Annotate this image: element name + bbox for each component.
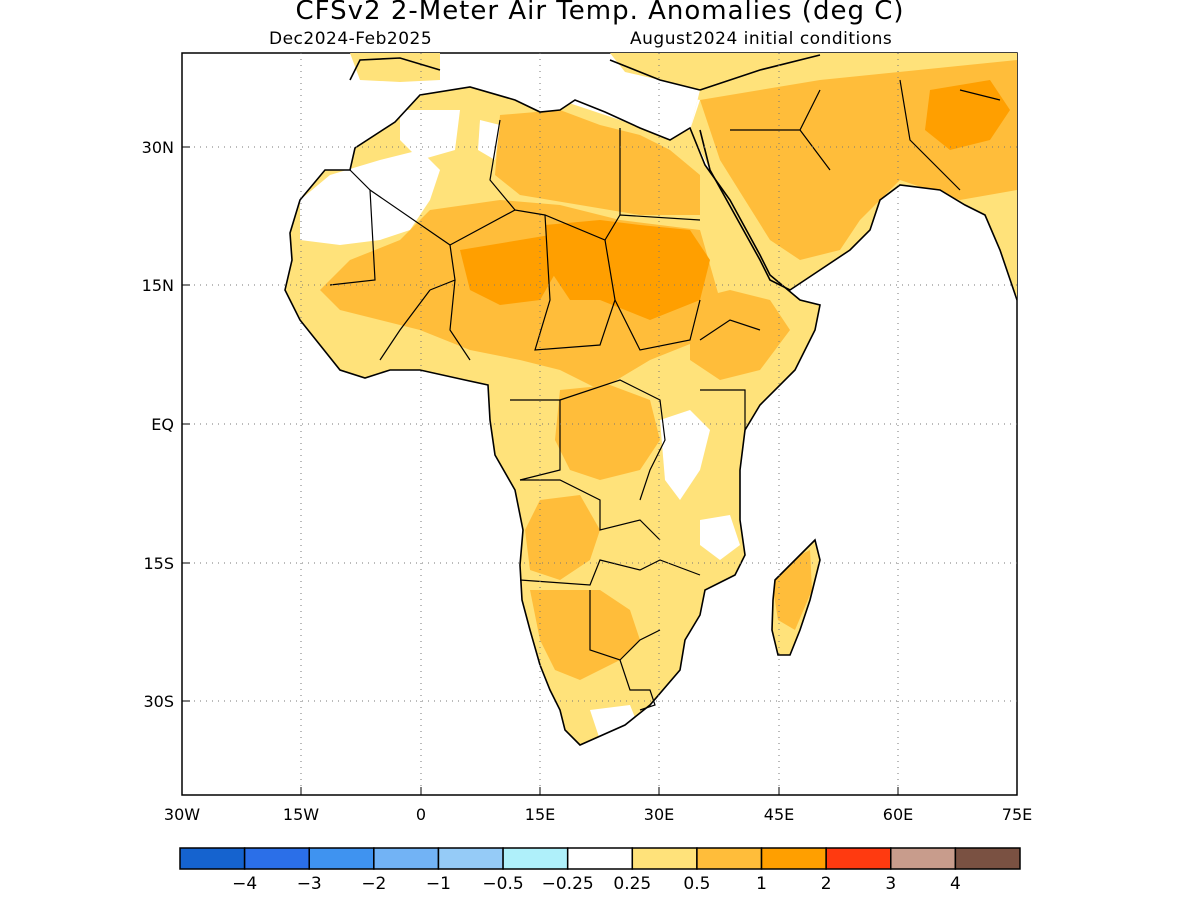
lat-tick-label: 30N: [142, 138, 174, 157]
colorbar-swatch: [179, 847, 246, 870]
lon-axis: 30W 15W 0 15E 30E 45E 60E 75E: [164, 787, 1032, 824]
lon-tick-label: 15W: [283, 805, 319, 824]
country-borders: [329, 79, 1001, 711]
colorbar-label: 3: [885, 874, 896, 894]
colorbar: −4 −3 −2 −1 −0.5 −0.25 0.25 0.5 1 2 3 4: [179, 847, 1021, 894]
lon-tick-label: 15E: [525, 805, 555, 824]
gridlines: [182, 53, 1017, 795]
lon-tick-label: 30E: [644, 805, 674, 824]
lat-axis: 30N 15N EQ 15S 30S: [142, 138, 190, 711]
colorbar-label: 2: [821, 874, 832, 894]
colorbar-label: −4: [232, 874, 257, 894]
colorbar-label: −1: [426, 874, 451, 894]
colorbar-swatch: [631, 847, 698, 870]
colorbar-swatch: [566, 847, 634, 870]
lat-tick-label: EQ: [151, 415, 174, 434]
colorbar-swatch: [373, 847, 440, 870]
colorbar-swatch: [437, 847, 504, 870]
colorbar-swatch: [954, 847, 1021, 870]
map-title: CFSv2 2-Meter Air Temp. Anomalies (deg C…: [295, 0, 905, 26]
forecast-period: Dec2024-Feb2025: [269, 29, 433, 49]
colorbar-swatch: [502, 847, 569, 870]
colorbar-swatch: [825, 847, 892, 870]
colorbar-label: 4: [950, 874, 961, 894]
initial-conditions: August2024 initial conditions: [630, 29, 893, 49]
coastlines: [284, 54, 1017, 746]
colorbar-swatch: [696, 847, 763, 870]
colorbar-swatch: [760, 847, 827, 870]
lon-tick-label: 30W: [164, 805, 200, 824]
colorbar-label: 0.25: [613, 874, 651, 894]
colorbar-label: −3: [297, 874, 322, 894]
colorbar-label: 0.5: [683, 874, 710, 894]
colorbar-label: −2: [361, 874, 386, 894]
lat-tick-label: 30S: [143, 692, 174, 711]
colorbar-label: 1: [756, 874, 767, 894]
colorbar-label: −0.25: [542, 874, 594, 894]
colorbar-swatch: [308, 847, 375, 870]
lat-tick-label: 15S: [143, 554, 174, 573]
lat-tick-label: 15N: [142, 276, 174, 295]
colorbar-label: −0.5: [482, 874, 523, 894]
colorbar-swatch: [890, 847, 957, 870]
lon-tick-label: 45E: [764, 805, 794, 824]
lon-tick-label: 60E: [883, 805, 913, 824]
colorbar-swatch: [243, 847, 310, 870]
lon-tick-label: 75E: [1002, 805, 1032, 824]
lon-tick-label: 0: [416, 805, 426, 824]
